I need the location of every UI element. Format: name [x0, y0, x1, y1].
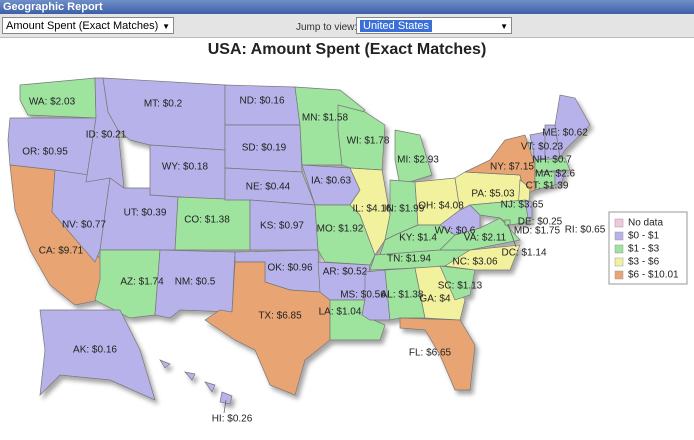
- state-shape: [504, 219, 511, 226]
- state-label: FL: $6.65: [409, 348, 452, 359]
- state-label: AL: $1.38: [381, 290, 424, 301]
- jump-value: United States: [360, 20, 433, 32]
- state-label: MA: $2.6: [535, 169, 575, 180]
- map-title: USA: Amount Spent (Exact Matches): [208, 41, 487, 58]
- state-label: ND: $0.16: [239, 96, 284, 107]
- state-label: MO: $1.92: [317, 224, 364, 235]
- state-label: DC: $1.14: [501, 248, 546, 259]
- state-label: RI: $0.65: [565, 225, 606, 236]
- state-label: SC: $1.13: [438, 281, 483, 292]
- leader-line: [507, 223, 517, 248]
- state-label: HI: $0.26: [212, 414, 253, 425]
- state-label: TN: $1.94: [387, 254, 431, 265]
- state-label: NH: $0.7: [532, 155, 572, 166]
- state-shape: [384, 267, 426, 321]
- state-label: MD: $1.75: [514, 226, 561, 237]
- state-shape: [204, 261, 331, 396]
- legend-label: No data: [628, 218, 663, 229]
- state-shape: [394, 129, 433, 186]
- state-label: OK: $0.96: [267, 263, 312, 274]
- state-label: IN: $1.99: [384, 204, 425, 215]
- state-label: IL: $4.16: [353, 204, 392, 215]
- state-label: WI: $1.78: [347, 136, 390, 147]
- state-shape: [524, 199, 533, 219]
- state-label: LA: $1.04: [319, 307, 362, 318]
- state-label: NM: $0.5: [175, 277, 216, 288]
- metric-value: Amount Spent (Exact Matches): [6, 20, 159, 32]
- state-label: SD: $0.19: [242, 143, 287, 154]
- state-label: CT: $1.39: [526, 181, 569, 192]
- state-label: UT: $0.39: [124, 208, 167, 219]
- state-shape: [19, 77, 97, 119]
- state-label: AK: $0.16: [73, 345, 117, 356]
- states: [7, 77, 591, 405]
- state-label: VA: $2.11: [464, 233, 507, 244]
- state-label: AR: $0.52: [323, 267, 368, 278]
- dropdown-arrow: ▼: [162, 22, 170, 31]
- state-label: NE: $0.44: [246, 182, 291, 193]
- state-label: WY: $0.18: [162, 162, 209, 173]
- state-shape: [159, 359, 233, 405]
- legend-label: $0 - $1: [628, 231, 660, 242]
- state-label: NC: $3.06: [452, 257, 497, 268]
- jump-select[interactable]: United States ▼: [356, 17, 512, 34]
- state-shape: [444, 244, 521, 271]
- state-label: DE: $0.25: [518, 217, 563, 228]
- state-label: NJ: $3.65: [501, 200, 544, 211]
- state-label: ME: $0.62: [542, 128, 588, 139]
- leader-line: [223, 399, 227, 414]
- legend-label: $6 - $10.01: [628, 270, 679, 281]
- state-label: MS: $0.56: [340, 290, 386, 301]
- header-title: Geographic Report: [0, 0, 694, 14]
- state-label: KY: $1.4: [399, 233, 437, 244]
- state-label: MI: $2.93: [397, 155, 439, 166]
- state-shape: [534, 157, 571, 173]
- state-label: NY: $7.15: [490, 162, 534, 173]
- state-label: CO: $1.38: [184, 215, 230, 226]
- state-label: WV: $0.6: [435, 226, 476, 237]
- legend-label: $3 - $6: [628, 257, 660, 268]
- legend-swatch: [614, 218, 624, 228]
- state-label: VT: $0.23: [521, 142, 564, 153]
- state-label: MT: $0.2: [144, 99, 183, 110]
- state-shape: [39, 309, 156, 401]
- state-label: WA: $2.03: [29, 97, 76, 108]
- map: USA: Amount Spent (Exact Matches) WA: $2…: [7, 41, 688, 425]
- jump-label: Jump to view:: [296, 22, 358, 33]
- legend: No data $0 - $1 $1 - $3 $3 - $6 $6 - $10.01: [614, 218, 679, 281]
- state-label: MN: $1.58: [302, 113, 349, 124]
- state-shape: [554, 171, 566, 186]
- state-label: ID: $0.21: [86, 130, 127, 141]
- state-label: PA: $5.03: [471, 189, 515, 200]
- legend-swatch: [614, 244, 624, 254]
- dropdown-arrow: ▼: [500, 22, 508, 31]
- state-labels: WA: $2.03 OR: $0.95 CA: $9.71 NV: $0.77 ID: …: [22, 96, 606, 425]
- legend-label: $1 - $3: [628, 244, 660, 255]
- state-shape: [399, 317, 476, 391]
- state-label: TX: $6.85: [258, 311, 302, 322]
- state-label: GA: $4: [419, 294, 451, 305]
- legend-swatch: [614, 270, 624, 280]
- metric-select[interactable]: Amount Spent (Exact Matches) ▼: [2, 17, 174, 34]
- toolbar: Amount Spent (Exact Matches) ▼ Jump to vi…: [0, 14, 694, 38]
- legend-swatch: [614, 257, 624, 267]
- state-label: AZ: $1.74: [120, 277, 164, 288]
- legend-swatch: [614, 231, 624, 241]
- state-label: NV: $0.77: [62, 220, 107, 231]
- state-label: KS: $0.97: [260, 221, 304, 232]
- state-label: CA: $9.71: [39, 246, 84, 257]
- state-label: IA: $0.63: [311, 176, 351, 187]
- state-label: OR: $0.95: [22, 147, 68, 158]
- state-label: OH: $4.08: [418, 201, 464, 212]
